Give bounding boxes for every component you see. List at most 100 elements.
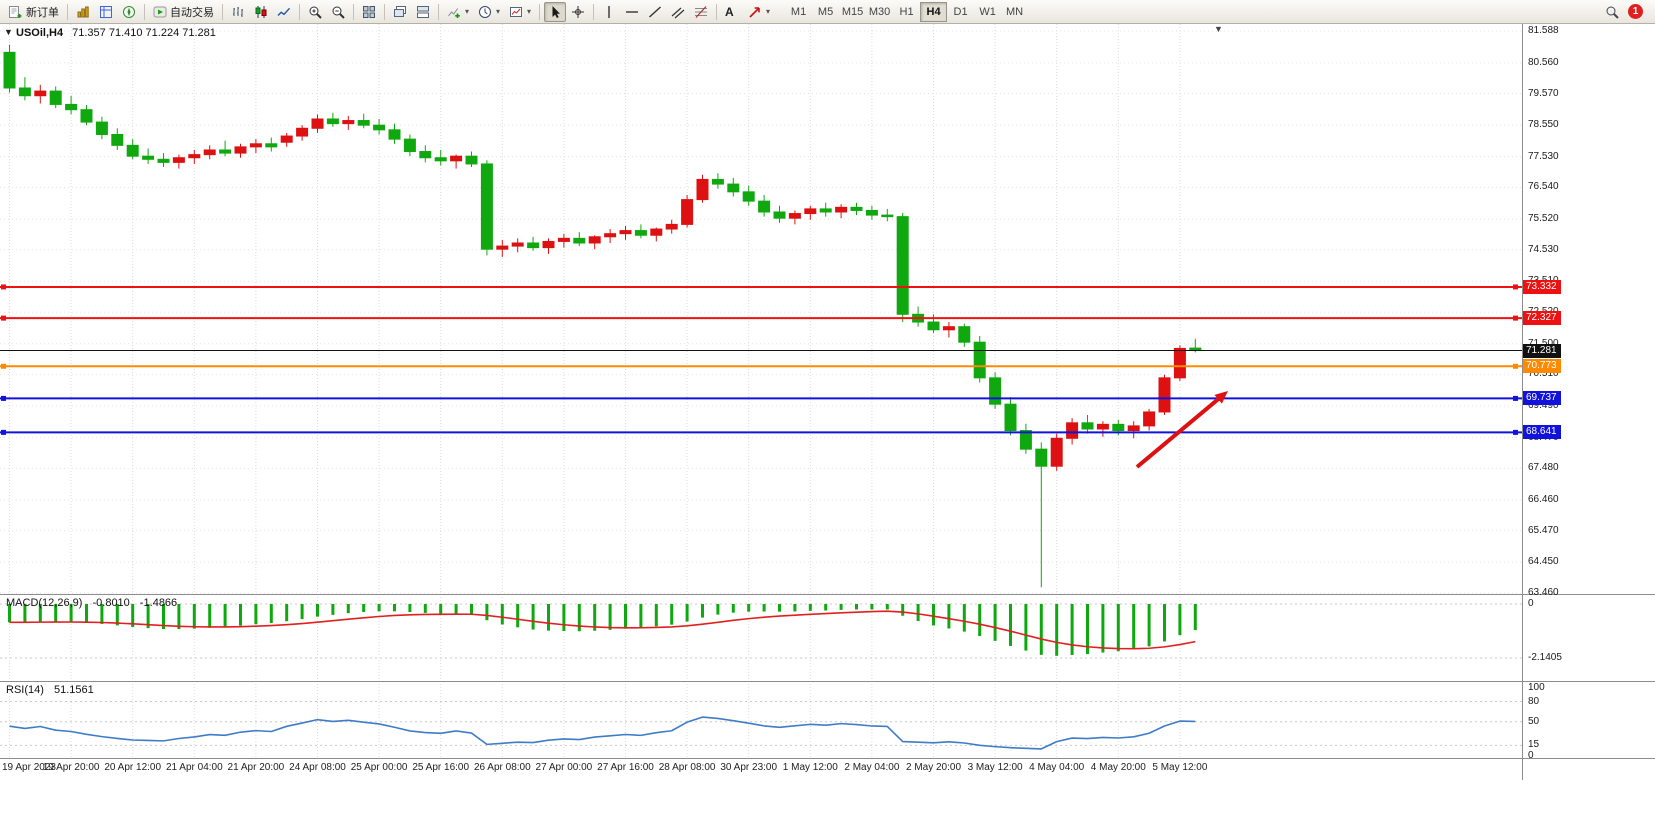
trend-arrow[interactable] (1135, 393, 1225, 469)
timeframe-button-M15[interactable]: M15 (841, 5, 864, 18)
indicators-button[interactable]: ▾ (443, 2, 473, 22)
chart-shift-marker[interactable]: ▼ (1214, 24, 1223, 34)
candle-body (65, 103, 78, 111)
market-watch-button[interactable] (72, 2, 94, 22)
toolbar: 新订单 自动交易 (0, 0, 1655, 24)
candle-body (1066, 422, 1079, 439)
candle-body (619, 230, 632, 235)
candle-body (280, 135, 293, 143)
crosshair-tool-button[interactable] (567, 2, 589, 22)
horizontal-line-tool-button[interactable] (621, 2, 643, 22)
fibonacci-icon (695, 5, 708, 18)
timeframe-button-M5[interactable]: M5 (817, 5, 834, 18)
candle-body (1143, 411, 1156, 427)
text-tool-button[interactable]: A (721, 2, 743, 22)
macd-pane-separator[interactable] (0, 594, 1655, 595)
line-handle[interactable] (1513, 363, 1518, 369)
candle-body (1112, 423, 1125, 432)
candle-body (95, 121, 108, 135)
autotrading-label: 自动交易 (170, 6, 214, 19)
autotrading-button[interactable]: 自动交易 (149, 2, 218, 22)
line-handle[interactable] (1, 395, 6, 401)
ohlc-bars-icon (233, 6, 243, 17)
timeframe-button-H4[interactable]: H4 (920, 1, 948, 22)
candle-body (942, 326, 955, 331)
arrange-windows-button[interactable] (412, 2, 434, 22)
candle-body (727, 183, 740, 193)
candle-body (1081, 422, 1094, 430)
timeframe-button-M1[interactable]: M1 (790, 5, 807, 18)
periods-button[interactable]: ▾ (474, 2, 504, 22)
candle-body (696, 178, 709, 201)
timeframe-button-MN[interactable]: MN (1006, 5, 1024, 18)
trend-arrow-head[interactable] (1214, 391, 1228, 404)
zoom-in-button[interactable] (304, 2, 326, 22)
candle-body (881, 214, 894, 218)
candle-body (1050, 437, 1063, 467)
timeframe-button-W1[interactable]: W1 (979, 5, 996, 18)
candle-body (634, 230, 647, 236)
candle-body (835, 206, 848, 213)
candle-body (681, 199, 694, 225)
time-axis-separator (0, 758, 1655, 759)
line-handle[interactable] (1513, 315, 1518, 321)
bar-chart-mode-button[interactable] (227, 2, 249, 22)
search-button[interactable] (1601, 2, 1623, 22)
arrows-tool-button[interactable]: ▾ (744, 2, 774, 22)
macd-signal-line (9, 610, 1196, 650)
autotrading-icon (153, 6, 167, 17)
line-handle[interactable] (1, 315, 6, 321)
cursor-tool-button[interactable] (544, 1, 567, 22)
candle-body (49, 90, 62, 105)
candle-body (357, 120, 370, 126)
candle-body (388, 129, 401, 140)
candle-body (18, 87, 31, 97)
candle-body (188, 154, 201, 159)
timeframe-button-M30[interactable]: M30 (868, 5, 891, 18)
notification-badge[interactable]: 1 (1628, 4, 1643, 19)
zoom-in-icon (309, 6, 322, 19)
indicators-icon (448, 7, 460, 18)
candle-body (373, 124, 386, 131)
cascade-windows-button[interactable] (389, 2, 411, 22)
line-chart-mode-button[interactable] (273, 2, 295, 22)
candle-body (588, 236, 601, 244)
candle-body (203, 149, 216, 156)
fibonacci-tool-button[interactable] (690, 2, 712, 22)
timeframe-button-D1[interactable]: D1 (953, 5, 968, 18)
data-window-icon (100, 5, 112, 18)
candle-body (111, 133, 124, 146)
candle-body (527, 242, 540, 249)
navigator-button[interactable] (118, 2, 140, 22)
trendline-icon (649, 5, 662, 18)
candle-body (311, 118, 324, 129)
data-window-button[interactable] (95, 2, 117, 22)
candle-body (804, 208, 817, 215)
vertical-line-tool-button[interactable] (598, 2, 620, 22)
trendline-tool-button[interactable] (644, 2, 666, 22)
line-handle[interactable] (1513, 395, 1518, 401)
line-handle[interactable] (1, 429, 6, 435)
candle-body (296, 127, 309, 137)
channel-tool-button[interactable] (667, 2, 689, 22)
zoom-out-button[interactable] (327, 2, 349, 22)
line-handle[interactable] (1513, 429, 1518, 435)
line-handle[interactable] (1513, 284, 1518, 290)
one-click-trading-toggle[interactable]: ▼ (4, 27, 13, 37)
arrow-tool-icon (749, 6, 760, 18)
candle-body (34, 90, 47, 97)
line-handle[interactable] (1, 363, 6, 369)
candlestick-mode-button[interactable] (250, 2, 272, 22)
timeframe-button-H1[interactable]: H1 (899, 5, 914, 18)
candle-body (219, 149, 232, 154)
dropdown-caret-icon: ▾ (496, 7, 501, 16)
line-handle[interactable] (1, 284, 6, 290)
templates-button[interactable]: ▾ (505, 2, 535, 22)
new-order-button[interactable]: 新订单 (4, 2, 63, 22)
channel-icon (671, 7, 685, 18)
rsi-pane-separator[interactable] (0, 681, 1655, 682)
tile-windows-button[interactable] (358, 2, 380, 22)
candle-body (958, 326, 971, 343)
